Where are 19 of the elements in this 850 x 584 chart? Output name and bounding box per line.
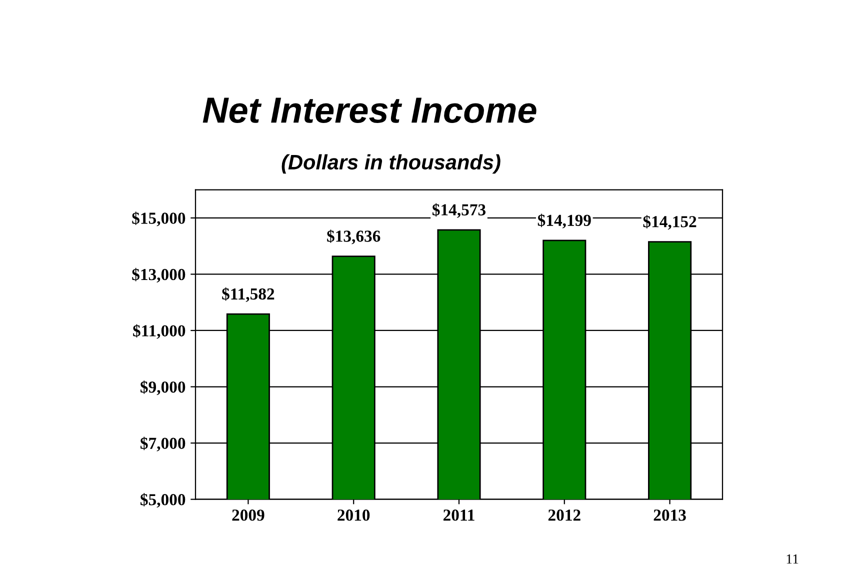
data-label: $11,582 — [222, 287, 274, 302]
y-tick-label: $7,000 — [140, 436, 186, 452]
x-tick-label: 2012 — [548, 510, 580, 521]
y-tick-label: $13,000 — [132, 268, 186, 283]
x-tick-label: 2010 — [338, 510, 370, 521]
x-tick-label: 2009 — [232, 510, 264, 521]
x-tick-label: 2011 — [443, 510, 474, 521]
data-label: $14,152 — [643, 215, 696, 230]
y-tick-label: $5,000 — [140, 493, 186, 508]
y-tick-label: $15,000 — [132, 212, 186, 226]
y-tick-label: $9,000 — [140, 380, 186, 396]
data-label: $13,636 — [327, 230, 380, 244]
text: 11 — [786, 554, 798, 564]
chart-title: Net Interest Income — [202, 98, 536, 123]
x-tick-label: 2013 — [654, 510, 686, 521]
data-label: $14,199 — [538, 214, 591, 228]
chart-subtitle: (Dollars in thousands) — [282, 154, 500, 174]
data-label: $14,573 — [432, 203, 486, 218]
y-tick-label: $11,000 — [133, 324, 186, 339]
